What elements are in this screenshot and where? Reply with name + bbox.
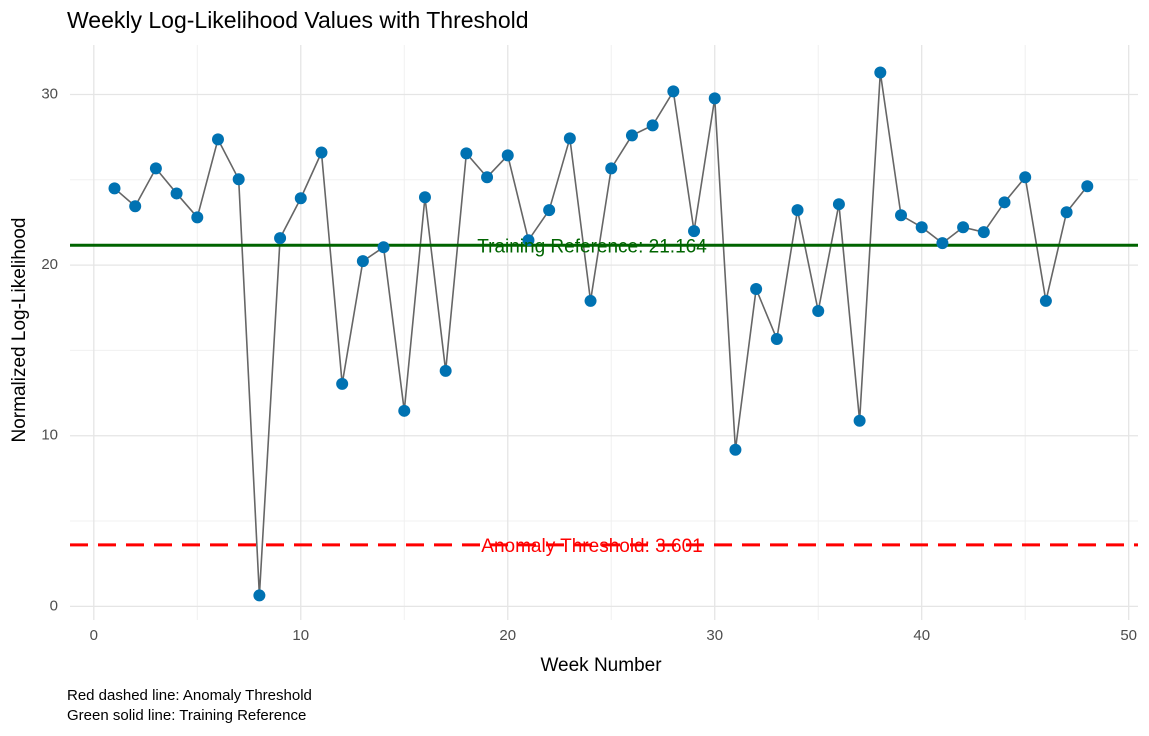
data-point	[812, 305, 825, 318]
y-tick-label: 30	[41, 85, 58, 102]
data-point	[170, 187, 183, 200]
data-point	[439, 364, 452, 377]
data-point	[646, 119, 659, 132]
data-point	[625, 129, 638, 142]
data-point	[977, 226, 990, 239]
data-point	[253, 589, 266, 602]
y-tick-label: 0	[50, 597, 58, 614]
data-point	[315, 146, 328, 159]
data-point	[895, 209, 908, 222]
data-point	[957, 221, 970, 234]
chart-title: Weekly Log-Likelihood Values with Thresh…	[67, 7, 529, 33]
data-point	[563, 132, 576, 145]
data-point	[708, 92, 721, 105]
data-point	[149, 162, 162, 175]
data-point	[770, 332, 783, 345]
data-point	[294, 192, 307, 205]
data-point	[232, 173, 245, 186]
x-axis-label: Week Number	[540, 655, 662, 676]
data-point	[667, 85, 680, 98]
data-point	[418, 191, 431, 204]
data-point	[108, 182, 121, 195]
x-tick-label: 30	[706, 627, 723, 644]
y-axis-label: Normalized Log-Likelihood	[9, 218, 30, 443]
data-point	[377, 241, 390, 254]
data-point	[398, 404, 411, 417]
data-line	[113, 72, 1088, 596]
data-point	[211, 133, 224, 146]
y-tick-label: 20	[41, 256, 58, 273]
data-point	[832, 198, 845, 211]
data-point	[481, 171, 494, 184]
data-point	[1060, 206, 1073, 219]
reference-label: Anomaly Threshold: 3.601	[481, 536, 702, 557]
data-point	[750, 282, 763, 295]
data-point	[1039, 294, 1052, 307]
data-point	[356, 255, 369, 268]
data-point	[729, 443, 742, 456]
data-point	[936, 237, 949, 250]
x-tick-label: 20	[499, 627, 516, 644]
x-tick-label: 40	[913, 627, 930, 644]
caption: Green solid line: Training Reference	[67, 707, 306, 724]
data-point	[915, 221, 928, 234]
reference-label: Training Reference: 21.164	[477, 236, 707, 257]
y-tick-label: 10	[41, 427, 58, 444]
data-point	[543, 204, 556, 217]
data-point	[791, 204, 804, 217]
data-point	[129, 200, 142, 213]
data-point	[1081, 180, 1094, 193]
data-point	[460, 147, 473, 160]
data-point	[853, 414, 866, 427]
caption: Red dashed line: Anomaly Threshold	[67, 687, 312, 704]
data-point	[688, 225, 701, 238]
x-tick-label: 10	[292, 627, 309, 644]
data-point	[522, 234, 535, 247]
data-point	[1019, 171, 1032, 184]
x-tick-label: 0	[90, 627, 98, 644]
data-point	[336, 377, 349, 390]
data-point	[191, 211, 204, 224]
data-point	[998, 196, 1011, 209]
data-point	[274, 232, 287, 245]
data-point	[874, 66, 887, 79]
data-point	[501, 149, 514, 162]
data-point	[605, 162, 618, 175]
x-tick-label: 50	[1120, 627, 1137, 644]
data-point	[584, 294, 597, 307]
